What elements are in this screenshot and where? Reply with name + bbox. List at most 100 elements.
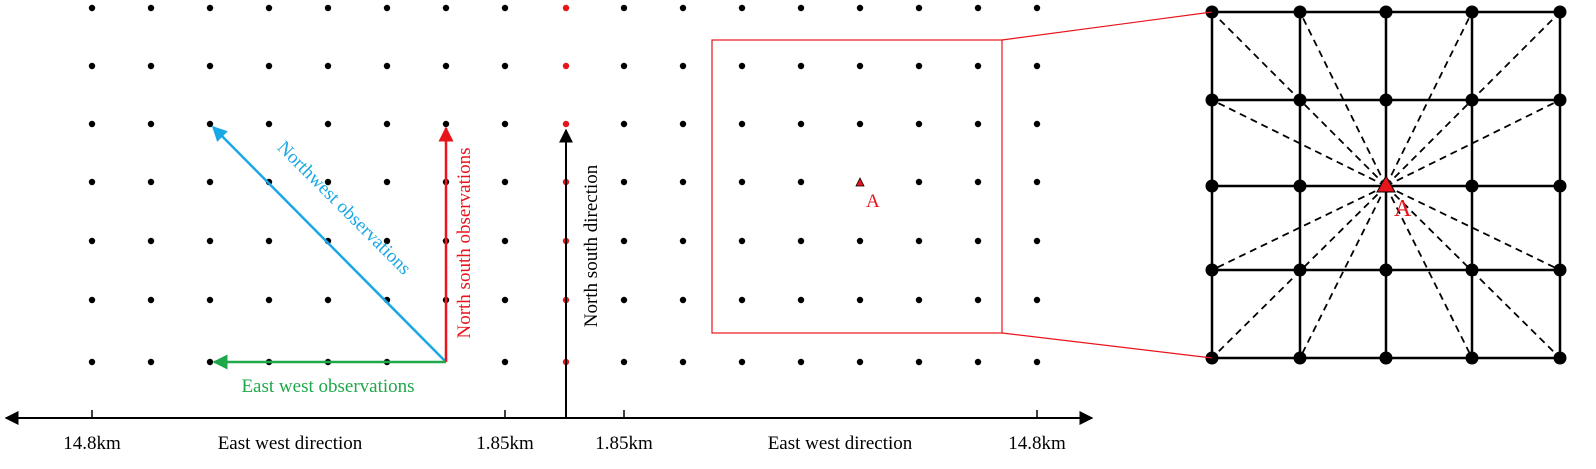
grid-dot bbox=[206, 4, 214, 12]
grid-dot bbox=[974, 178, 982, 186]
grid-dot bbox=[562, 4, 570, 12]
grid-dot bbox=[797, 62, 805, 70]
grid-node bbox=[1553, 351, 1567, 365]
grid-dot bbox=[797, 296, 805, 304]
grid-dot bbox=[324, 62, 332, 70]
grid-dot bbox=[1033, 358, 1041, 366]
grid-node bbox=[1205, 93, 1219, 107]
point-a-marker bbox=[1376, 174, 1396, 193]
grid-dot bbox=[562, 120, 570, 128]
grid-dot bbox=[738, 4, 746, 12]
grid-dot bbox=[1033, 120, 1041, 128]
grid-node bbox=[1379, 351, 1393, 365]
grid-node bbox=[1465, 93, 1479, 107]
grid-dot bbox=[974, 62, 982, 70]
grid-dot bbox=[88, 120, 96, 128]
axis-label: 14.8km bbox=[63, 433, 121, 454]
dashed-link bbox=[1385, 185, 1473, 359]
axis-label: 1.85km bbox=[476, 433, 534, 454]
grid-dot bbox=[383, 237, 391, 245]
zoom-panel bbox=[1205, 5, 1567, 365]
grid-dot bbox=[797, 120, 805, 128]
grid-dot bbox=[206, 120, 214, 128]
grid-dot bbox=[738, 120, 746, 128]
axis-label: East west direction bbox=[768, 433, 913, 454]
grid-dot bbox=[679, 4, 687, 12]
grid-dot bbox=[679, 296, 687, 304]
grid-dot bbox=[738, 237, 746, 245]
grid-dot bbox=[856, 296, 864, 304]
grid-node bbox=[1553, 179, 1567, 193]
grid-dot bbox=[442, 4, 450, 12]
northwest-arrow bbox=[211, 125, 447, 363]
grid-dot bbox=[974, 4, 982, 12]
grid-node bbox=[1293, 263, 1307, 277]
grid-dot bbox=[1033, 237, 1041, 245]
zoom-connector bbox=[1001, 11, 1213, 41]
point-label: A bbox=[1394, 196, 1412, 222]
grid-dot bbox=[88, 178, 96, 186]
grid-dot bbox=[324, 178, 332, 186]
grid-dot bbox=[620, 358, 628, 366]
grid-dot bbox=[915, 296, 923, 304]
grid-node bbox=[1379, 93, 1393, 107]
north-south-direction-label: North south direction bbox=[581, 164, 602, 327]
grid-dot bbox=[856, 62, 864, 70]
grid-dot bbox=[620, 237, 628, 245]
grid-dot bbox=[620, 120, 628, 128]
axis-ticks bbox=[91, 410, 1038, 418]
grid-dot bbox=[383, 4, 391, 12]
grid-dot bbox=[88, 237, 96, 245]
grid-dot bbox=[915, 358, 923, 366]
grid-dot bbox=[562, 62, 570, 70]
grid-dot bbox=[147, 296, 155, 304]
grid-dot bbox=[147, 4, 155, 12]
grid-dot bbox=[915, 120, 923, 128]
grid-dot bbox=[501, 237, 509, 245]
grid-dot bbox=[1033, 296, 1041, 304]
grid-dot bbox=[501, 296, 509, 304]
grid-dot bbox=[797, 178, 805, 186]
grid-dot bbox=[501, 358, 509, 366]
grid-dot bbox=[620, 296, 628, 304]
grid-dot bbox=[679, 237, 687, 245]
grid-node bbox=[1553, 5, 1567, 19]
grid-dot bbox=[324, 120, 332, 128]
grid-dot bbox=[147, 178, 155, 186]
grid-node bbox=[1553, 93, 1567, 107]
grid-dot bbox=[206, 62, 214, 70]
grid-dot bbox=[442, 62, 450, 70]
north-south-obs-label: North south observations bbox=[454, 147, 475, 338]
grid-dot bbox=[501, 62, 509, 70]
grid-node bbox=[1553, 263, 1567, 277]
zoom-box bbox=[711, 39, 1003, 334]
grid-dot bbox=[147, 358, 155, 366]
grid-dot bbox=[856, 358, 864, 366]
point-a-marker bbox=[855, 177, 865, 187]
grid-dot bbox=[206, 237, 214, 245]
axis-label: 14.8km bbox=[1008, 433, 1066, 454]
grid-dot bbox=[442, 120, 450, 128]
grid-dot bbox=[88, 62, 96, 70]
dot-grid bbox=[88, 4, 1041, 366]
grid-dot bbox=[147, 237, 155, 245]
grid-dot bbox=[679, 120, 687, 128]
grid-dot bbox=[856, 4, 864, 12]
grid-node bbox=[1205, 263, 1219, 277]
grid-dot bbox=[679, 62, 687, 70]
grid-dot bbox=[620, 62, 628, 70]
grid-dot bbox=[383, 62, 391, 70]
grid-dot bbox=[679, 178, 687, 186]
grid-dot bbox=[738, 178, 746, 186]
grid-dot bbox=[206, 178, 214, 186]
grid-dot bbox=[679, 358, 687, 366]
grid-dot bbox=[501, 178, 509, 186]
grid-dot bbox=[501, 4, 509, 12]
grid-dot bbox=[501, 120, 509, 128]
grid-dot bbox=[915, 237, 923, 245]
grid-node bbox=[1205, 179, 1219, 193]
grid-dot bbox=[915, 4, 923, 12]
axis-label: 1.85km bbox=[595, 433, 653, 454]
grid-dot bbox=[88, 358, 96, 366]
grid-node bbox=[1465, 5, 1479, 19]
